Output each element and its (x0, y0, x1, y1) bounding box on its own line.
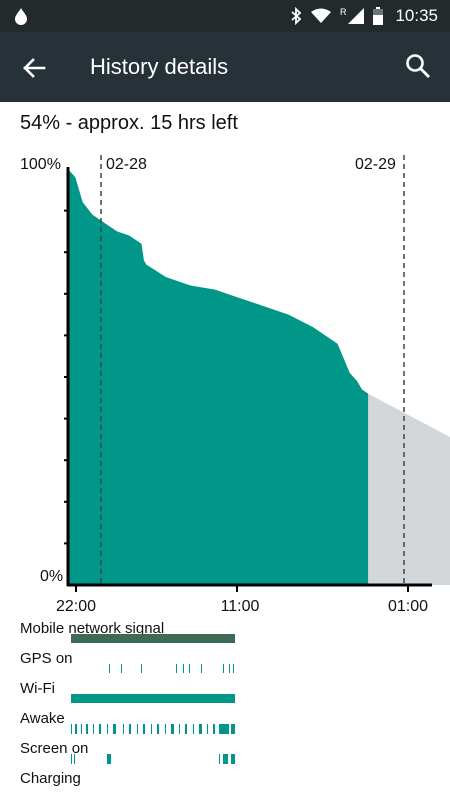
track-segment (75, 724, 77, 734)
track-segment (107, 754, 111, 764)
track-segment (183, 664, 184, 673)
track-segment (207, 724, 208, 734)
page-title: History details (90, 54, 229, 79)
track-segment (233, 664, 234, 673)
track-segment (201, 664, 202, 673)
date-marker-label: 02-28 (106, 156, 147, 173)
x-tick-label: 01:00 (388, 598, 428, 615)
bluetooth-icon (291, 7, 302, 25)
track-segment (219, 724, 229, 734)
track-segment (81, 724, 82, 734)
track-segment (99, 724, 101, 734)
y-axis-ticks (64, 209, 68, 545)
status-icons: R 10:35 (290, 0, 438, 32)
track-segment (71, 694, 235, 703)
track-segment (137, 724, 138, 734)
x-tick-label: 22:00 (56, 598, 96, 615)
track-segment (151, 724, 152, 734)
x-tick-label: 11:00 (221, 598, 260, 615)
date-marker-label: 02-29 (355, 156, 396, 173)
history-area (68, 169, 369, 585)
track-label-gps-on: GPS on (20, 650, 73, 667)
chart-areas (68, 169, 450, 585)
track-label-mobile-network-signal: Mobile network signal (20, 620, 165, 637)
arrow-back-icon[interactable] (18, 52, 50, 84)
track-segment (231, 754, 235, 764)
track-segment (123, 724, 124, 734)
track-segment (223, 664, 224, 673)
battery-history-chart: 100% 0% 02-28 02-29 22:00 11:00 01:00 (20, 155, 450, 615)
y-axis-top-label: 100% (20, 156, 61, 173)
track-segment (171, 724, 174, 734)
track-segment (93, 724, 94, 734)
roaming-indicator: R (339, 7, 347, 17)
track-segment (176, 664, 177, 673)
track-segment (109, 664, 110, 673)
projection-area (368, 393, 450, 585)
wifi-icon (310, 8, 331, 23)
track-label-screen-on: Screen on (20, 740, 89, 757)
track-segment (121, 664, 122, 673)
track-segment (141, 664, 142, 673)
cell-signal-icon (348, 8, 365, 24)
track-segment (223, 754, 228, 764)
track-segment (229, 664, 230, 673)
track-segment (189, 664, 190, 673)
battery-summary: 54% - approx. 15 hrs left (20, 112, 238, 134)
track-segment (86, 724, 88, 734)
status-time: 10:35 (395, 6, 438, 25)
track-label-charging: Charging (20, 770, 81, 787)
track-segment (129, 724, 131, 734)
track-segment (143, 724, 145, 734)
track-label-awake: Awake (20, 710, 65, 727)
track-segment (185, 724, 187, 734)
track-segment (199, 724, 202, 734)
track-segment (219, 754, 220, 764)
track-segment (179, 724, 180, 734)
search-icon[interactable] (404, 52, 432, 80)
app-bar: History details (0, 32, 450, 102)
track-segment (157, 724, 159, 734)
y-axis-bottom-label: 0% (40, 568, 63, 585)
track-segment (107, 724, 108, 734)
battery-icon (373, 7, 384, 25)
drop-icon (15, 8, 27, 25)
track-segment (193, 724, 194, 734)
track-segment (71, 724, 72, 734)
track-segment (113, 724, 116, 734)
track-segment (213, 724, 215, 734)
track-segment (231, 724, 235, 734)
status-bar: R 10:35 (0, 0, 450, 32)
track-segment (165, 724, 166, 734)
track-label-wifi: Wi-Fi (20, 680, 55, 697)
